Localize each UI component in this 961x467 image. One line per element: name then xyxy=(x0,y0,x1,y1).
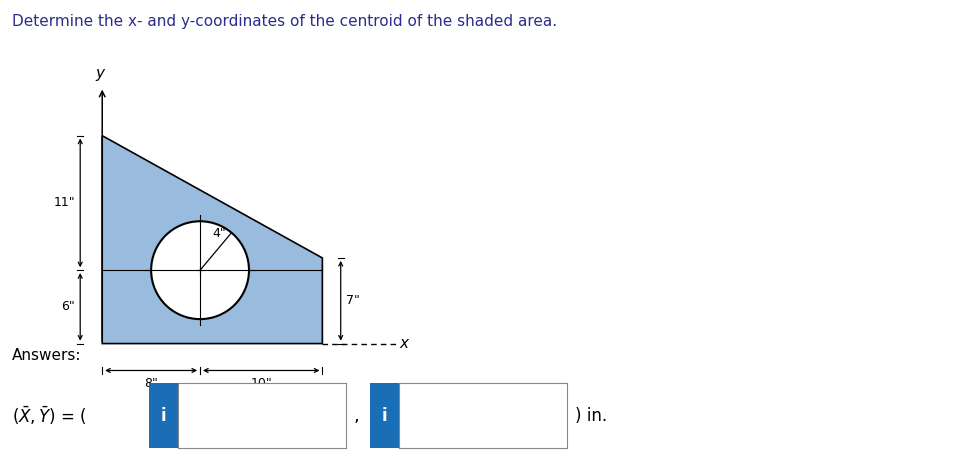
Polygon shape xyxy=(102,135,322,344)
Text: y: y xyxy=(95,66,105,81)
Text: Answers:: Answers: xyxy=(12,348,81,363)
Text: ) in.: ) in. xyxy=(575,407,606,425)
Text: 11": 11" xyxy=(54,197,75,209)
Text: $(\bar{X},\bar{Y})$ = (: $(\bar{X},\bar{Y})$ = ( xyxy=(12,404,87,427)
Text: 6": 6" xyxy=(62,300,75,313)
Text: 4": 4" xyxy=(212,226,226,240)
Circle shape xyxy=(151,221,249,319)
Text: 7": 7" xyxy=(346,294,359,307)
Text: i: i xyxy=(382,407,387,425)
Text: 10": 10" xyxy=(251,376,272,389)
Text: x: x xyxy=(400,336,408,351)
Text: i: i xyxy=(160,407,166,425)
Text: ,: , xyxy=(354,407,359,425)
Text: 8": 8" xyxy=(144,376,158,389)
Text: Determine the x- and y-coordinates of the centroid of the shaded area.: Determine the x- and y-coordinates of th… xyxy=(12,14,556,29)
